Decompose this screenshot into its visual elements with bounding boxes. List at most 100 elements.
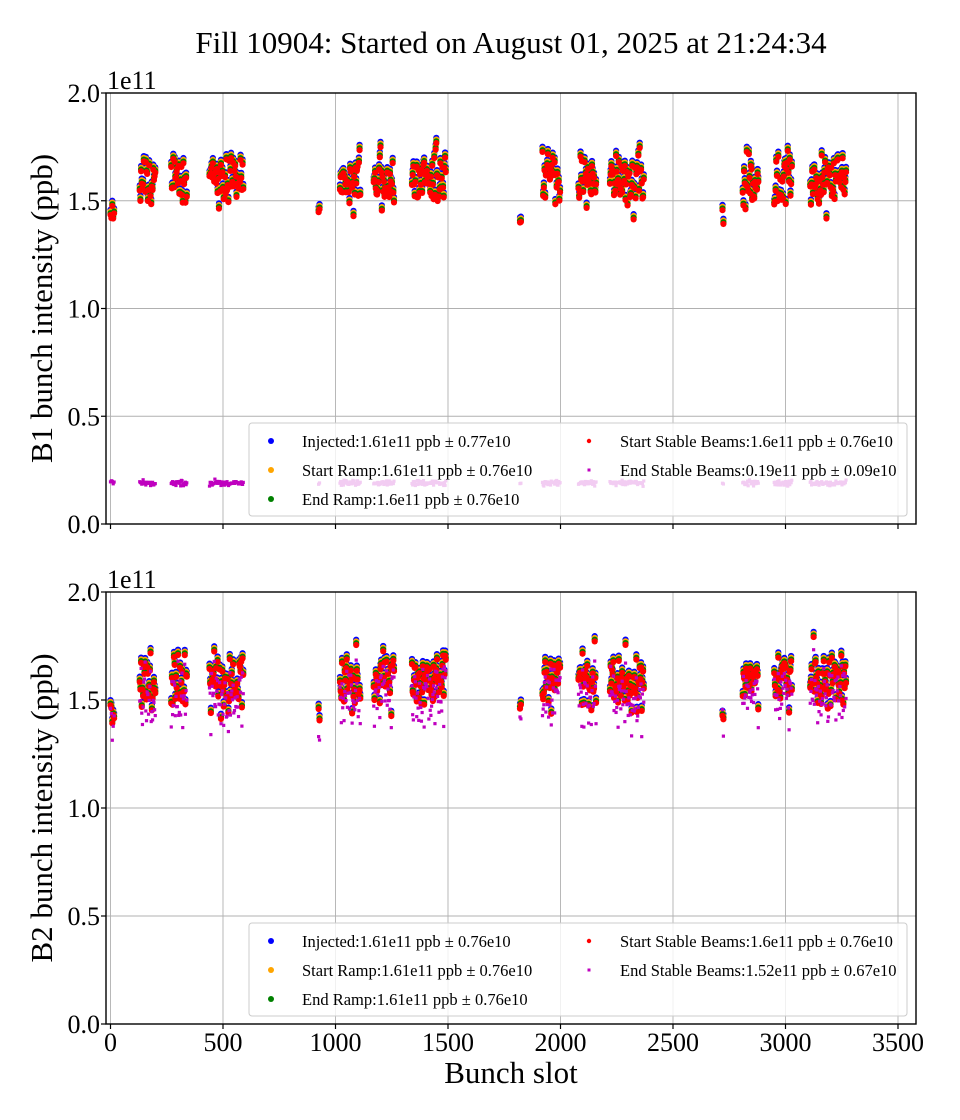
data-point	[744, 678, 748, 683]
data-point	[380, 648, 387, 655]
data-point	[140, 181, 147, 188]
data-point	[390, 189, 397, 196]
data-point	[374, 187, 381, 195]
data-point	[578, 683, 582, 687]
x-ticks	[109, 524, 899, 529]
data-point	[580, 188, 587, 195]
y-axis-label: B1 bunch intensity (ppb)	[24, 154, 59, 463]
data-point	[611, 674, 615, 678]
data-point	[112, 480, 116, 484]
data-point	[108, 706, 113, 710]
data-point	[842, 169, 850, 176]
data-point	[349, 673, 353, 677]
data-point	[780, 173, 787, 180]
legend-marker	[268, 467, 274, 473]
data-point	[355, 682, 359, 686]
data-point	[606, 180, 614, 187]
data-point	[217, 715, 225, 723]
data-point	[593, 659, 597, 663]
data-point	[546, 176, 554, 183]
x-tick-label: 3000	[760, 1028, 812, 1057]
data-point	[209, 733, 213, 737]
data-point	[409, 171, 416, 179]
data-point	[427, 173, 434, 180]
data-point	[383, 699, 387, 703]
data-point	[428, 708, 432, 712]
data-point	[834, 156, 842, 163]
data-point	[241, 480, 245, 485]
data-point	[173, 683, 177, 687]
data-point	[779, 195, 787, 202]
data-point	[225, 199, 232, 206]
data-point	[547, 681, 551, 685]
data-point	[830, 189, 837, 196]
data-point	[746, 685, 750, 689]
data-point	[787, 728, 791, 732]
data-point	[219, 668, 226, 675]
data-point	[783, 684, 787, 688]
data-point	[111, 210, 118, 217]
data-point	[210, 684, 214, 688]
data-point	[144, 719, 149, 723]
series-start-stable-beams	[107, 140, 850, 228]
data-point	[776, 672, 780, 676]
data-point	[178, 679, 182, 683]
data-point	[842, 671, 846, 676]
data-point	[144, 170, 151, 178]
data-point	[147, 698, 151, 703]
data-point	[591, 638, 598, 645]
data-point	[822, 679, 827, 684]
data-point	[823, 692, 827, 696]
data-point	[751, 687, 755, 691]
legend-label: End Ramp:1.6e11 ppb ± 0.76e10	[302, 490, 519, 509]
data-point	[831, 689, 835, 693]
data-point	[184, 483, 188, 487]
data-point	[177, 481, 181, 485]
data-point	[372, 724, 377, 728]
data-point	[412, 664, 419, 671]
data-point	[184, 689, 188, 693]
data-point	[834, 718, 838, 722]
x-tick-label: 2500	[647, 1028, 699, 1057]
data-point	[635, 187, 643, 194]
data-point	[542, 659, 549, 666]
data-point	[426, 696, 430, 700]
data-point	[182, 701, 189, 708]
y-tick-label: 2.0	[68, 578, 101, 607]
data-point	[223, 681, 227, 685]
data-point	[837, 712, 841, 716]
x-tick-label: 1500	[422, 1028, 474, 1057]
data-point	[433, 722, 437, 726]
data-point	[174, 694, 178, 698]
data-point	[240, 671, 245, 675]
data-point	[442, 724, 446, 729]
legend: Injected:1.61e11 ppb ± 0.77e10 Start Ramp…	[248, 422, 908, 517]
y-offset-label: 1e11	[107, 66, 157, 95]
data-point	[782, 691, 786, 696]
data-point	[175, 704, 179, 709]
data-point	[540, 714, 545, 718]
data-point	[180, 181, 188, 188]
data-point	[152, 169, 159, 176]
data-point	[171, 158, 178, 165]
data-point	[427, 677, 432, 681]
data-point	[138, 168, 145, 175]
data-point	[784, 696, 788, 700]
data-point	[544, 685, 549, 689]
data-point	[809, 689, 813, 693]
data-point	[419, 719, 424, 723]
data-point	[778, 716, 782, 721]
data-point	[181, 652, 188, 659]
data-point	[540, 696, 547, 703]
data-point	[418, 701, 422, 705]
data-point	[755, 706, 762, 713]
y-ticks: 0.0 0.5 1.0 1.5 2.0	[68, 79, 106, 539]
data-point	[338, 685, 342, 689]
data-point	[843, 675, 847, 679]
data-point	[825, 683, 829, 687]
data-point	[590, 174, 598, 181]
data-point	[615, 698, 620, 702]
data-point	[183, 174, 190, 181]
data-point	[539, 148, 546, 156]
data-point	[618, 684, 622, 688]
